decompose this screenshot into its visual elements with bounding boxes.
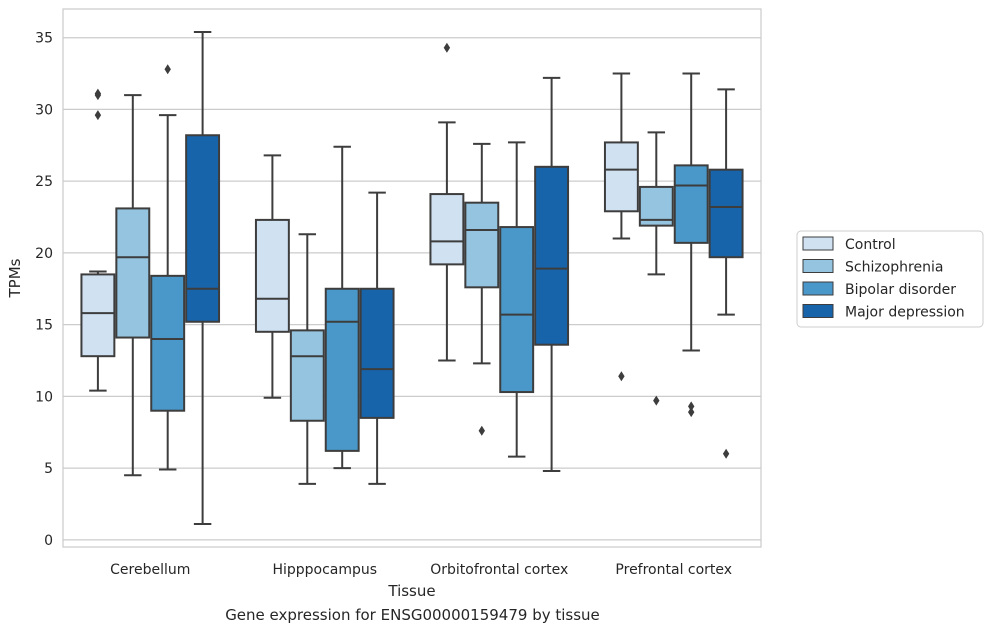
box-iqr: [289, 329, 325, 422]
box-iqr: [673, 164, 709, 244]
box-iqr: [429, 193, 465, 266]
box-iqr: [359, 287, 395, 419]
box-control: [80, 88, 116, 392]
box-iqr: [150, 274, 186, 412]
x-tick-label: Hipppocampus: [272, 562, 377, 578]
legend-swatch: [802, 281, 834, 296]
box-schizophrenia: [115, 94, 151, 477]
y-tick-label: 35: [35, 31, 53, 47]
outlier-point: [94, 90, 102, 101]
box-schizophrenia: [289, 233, 325, 485]
box-major-depression: [185, 30, 221, 526]
outlier-point: [94, 110, 102, 121]
box-control: [429, 42, 465, 362]
box-bipolar-disorder: [324, 145, 360, 470]
box-major-depression: [708, 88, 744, 459]
legend-swatch: [802, 304, 834, 318]
y-tick-label: 25: [35, 174, 53, 190]
outlier-point: [618, 371, 625, 382]
y-axis: 0 5 10 15 20 25 30 35: [35, 31, 53, 549]
legend-label: Schizophrenia: [845, 260, 943, 276]
x-tick-label: Orbitofrontal cortex: [430, 562, 568, 578]
box-iqr: [115, 207, 151, 339]
box-control: [254, 154, 290, 399]
box-schizophrenia: [638, 131, 674, 406]
legend: Control Schizophrenia Bipolar disorder Majo…: [796, 230, 984, 328]
box-bipolar-disorder: [150, 64, 186, 471]
box-bipolar-disorder: [499, 141, 535, 458]
box-control: [603, 72, 639, 382]
plot-area: [80, 30, 744, 526]
legend-label: Control: [845, 237, 896, 253]
outlier-point: [688, 401, 695, 412]
legend-label: Major depression: [845, 305, 965, 321]
box-iqr: [324, 287, 360, 452]
y-tick-label: 10: [35, 389, 53, 405]
y-axis-label: TPMs: [6, 258, 24, 298]
y-tick-label: 30: [35, 102, 53, 118]
x-axis: Cerebellum Hipppocampus Orbitofrontal cort…: [110, 562, 732, 578]
box-major-depression: [359, 191, 395, 485]
box-schizophrenia: [464, 142, 500, 436]
x-tick-label: Cerebellum: [110, 562, 190, 578]
outlier-point: [443, 42, 451, 53]
legend-label: Bipolar disorder: [845, 282, 956, 298]
legend-swatch: [802, 259, 834, 273]
legend-frame: [796, 230, 984, 328]
outlier-point: [722, 448, 730, 459]
y-tick-label: 15: [35, 318, 53, 334]
box-iqr: [464, 201, 500, 289]
box-iqr: [254, 218, 290, 333]
box-iqr: [603, 141, 639, 213]
outlier-point: [653, 395, 660, 406]
x-axis-label: Tissue: [387, 582, 435, 600]
box-iqr: [534, 165, 570, 346]
box-iqr: [499, 226, 535, 394]
y-tick-label: 0: [44, 533, 53, 549]
box-iqr: [80, 273, 116, 358]
box-iqr: [708, 168, 744, 259]
box-major-depression: [534, 76, 570, 472]
y-tick-label: 5: [44, 461, 53, 477]
outlier-point: [478, 425, 485, 436]
legend-swatch: [802, 236, 834, 251]
plot-frame: [62, 8, 762, 548]
box-iqr: [185, 134, 221, 323]
x-tick-label: Prefrontal cortex: [615, 562, 732, 578]
outlier-point: [688, 407, 695, 418]
box-bipolar-disorder: [673, 72, 709, 418]
outlier-point: [164, 64, 171, 75]
y-tick-label: 20: [35, 246, 53, 262]
figure-caption: Gene expression for ENSG00000159479 by t…: [225, 606, 600, 624]
